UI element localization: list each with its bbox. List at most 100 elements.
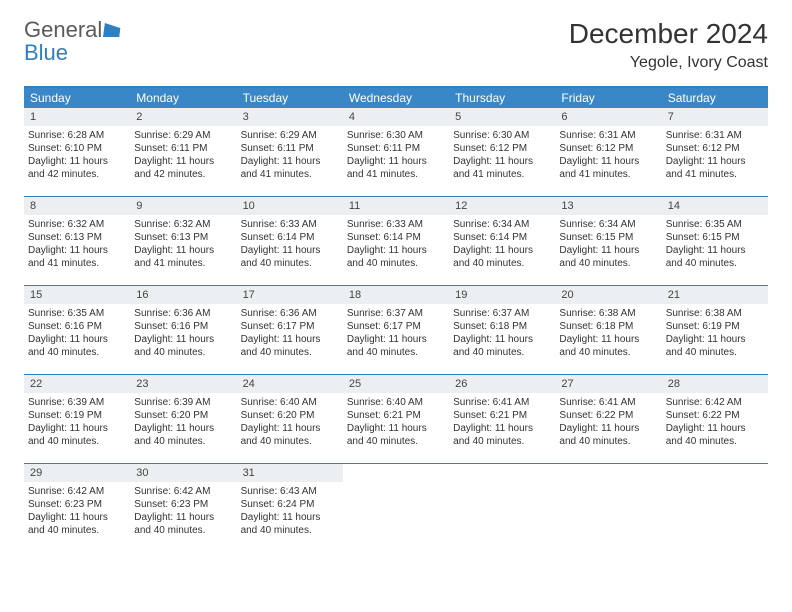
sunset-line: Sunset: 6:11 PM — [347, 142, 445, 155]
sunrise-line: Sunrise: 6:34 AM — [559, 218, 657, 231]
weekday-header: Saturday — [662, 88, 768, 108]
daylight-line: Daylight: 11 hours and 40 minutes. — [347, 422, 445, 448]
sunset-line: Sunset: 6:21 PM — [453, 409, 551, 422]
weekday-header-row: SundayMondayTuesdayWednesdayThursdayFrid… — [24, 88, 768, 108]
sunrise-line: Sunrise: 6:29 AM — [134, 129, 232, 142]
daylight-line: Daylight: 11 hours and 40 minutes. — [453, 333, 551, 359]
day-number: 31 — [237, 464, 343, 482]
sunset-line: Sunset: 6:22 PM — [559, 409, 657, 422]
calendar-cell: 20Sunrise: 6:38 AMSunset: 6:18 PMDayligh… — [555, 286, 661, 374]
calendar-week: 1Sunrise: 6:28 AMSunset: 6:10 PMDaylight… — [24, 108, 768, 197]
daylight-line: Daylight: 11 hours and 41 minutes. — [559, 155, 657, 181]
daylight-line: Daylight: 11 hours and 40 minutes. — [28, 333, 126, 359]
sunset-line: Sunset: 6:12 PM — [666, 142, 764, 155]
sunrise-line: Sunrise: 6:32 AM — [134, 218, 232, 231]
calendar: SundayMondayTuesdayWednesdayThursdayFrid… — [24, 86, 768, 552]
sunrise-line: Sunrise: 6:30 AM — [347, 129, 445, 142]
daylight-line: Daylight: 11 hours and 40 minutes. — [134, 333, 232, 359]
calendar-cell: 1Sunrise: 6:28 AMSunset: 6:10 PMDaylight… — [24, 108, 130, 196]
calendar-cell: 3Sunrise: 6:29 AMSunset: 6:11 PMDaylight… — [237, 108, 343, 196]
page-title: December 2024 — [569, 18, 768, 50]
sunrise-line: Sunrise: 6:31 AM — [666, 129, 764, 142]
sunset-line: Sunset: 6:19 PM — [666, 320, 764, 333]
day-number: 12 — [449, 197, 555, 215]
calendar-cell: 2 Sunrise: 6:29 AMSunset: 6:11 PMDaylight… — [130, 108, 236, 196]
weekday-header: Sunday — [24, 88, 130, 108]
day-number: 11 — [343, 197, 449, 215]
calendar-cell: 27Sunrise: 6:41 AMSunset: 6:22 PMDayligh… — [555, 375, 661, 463]
day-number: 18 — [343, 286, 449, 304]
day-number: 22 — [24, 375, 130, 393]
sunrise-line: Sunrise: 6:33 AM — [241, 218, 339, 231]
calendar-cell: 8Sunrise: 6:32 AMSunset: 6:13 PMDaylight… — [24, 197, 130, 285]
title-block: December 2024 Yegole, Ivory Coast — [569, 18, 768, 72]
sunrise-line: Sunrise: 6:39 AM — [28, 396, 126, 409]
sunset-line: Sunset: 6:13 PM — [134, 231, 232, 244]
sunset-line: Sunset: 6:24 PM — [241, 498, 339, 511]
sunset-line: Sunset: 6:23 PM — [134, 498, 232, 511]
sunrise-line: Sunrise: 6:30 AM — [453, 129, 551, 142]
sunset-line: Sunset: 6:17 PM — [347, 320, 445, 333]
day-number: 2 — [130, 108, 236, 126]
day-number: 25 — [343, 375, 449, 393]
sunrise-line: Sunrise: 6:40 AM — [241, 396, 339, 409]
sunset-line: Sunset: 6:21 PM — [347, 409, 445, 422]
logo-text-blue: Blue — [24, 41, 68, 64]
logo: General Blue — [24, 18, 120, 64]
day-number: 28 — [662, 375, 768, 393]
calendar-cell — [555, 464, 661, 552]
daylight-line: Daylight: 11 hours and 40 minutes. — [241, 244, 339, 270]
daylight-line: Daylight: 11 hours and 41 minutes. — [347, 155, 445, 181]
daylight-line: Daylight: 11 hours and 40 minutes. — [666, 333, 764, 359]
sunset-line: Sunset: 6:23 PM — [28, 498, 126, 511]
day-number: 19 — [449, 286, 555, 304]
sunset-line: Sunset: 6:11 PM — [134, 142, 232, 155]
calendar-cell: 29Sunrise: 6:42 AMSunset: 6:23 PMDayligh… — [24, 464, 130, 552]
sunrise-line: Sunrise: 6:28 AM — [28, 129, 126, 142]
day-number: 1 — [24, 108, 130, 126]
day-number: 30 — [130, 464, 236, 482]
calendar-cell: 4Sunrise: 6:30 AMSunset: 6:11 PMDaylight… — [343, 108, 449, 196]
daylight-line: Daylight: 11 hours and 40 minutes. — [28, 422, 126, 448]
daylight-line: Daylight: 11 hours and 40 minutes. — [241, 422, 339, 448]
daylight-line: Daylight: 11 hours and 40 minutes. — [241, 333, 339, 359]
daylight-line: Daylight: 11 hours and 40 minutes. — [666, 244, 764, 270]
calendar-cell — [662, 464, 768, 552]
calendar-cell: 13Sunrise: 6:34 AMSunset: 6:15 PMDayligh… — [555, 197, 661, 285]
calendar-week: 22Sunrise: 6:39 AMSunset: 6:19 PMDayligh… — [24, 375, 768, 464]
logo-text-general: General — [24, 18, 102, 41]
day-number: 23 — [130, 375, 236, 393]
sunset-line: Sunset: 6:20 PM — [134, 409, 232, 422]
sunrise-line: Sunrise: 6:37 AM — [347, 307, 445, 320]
day-number: 27 — [555, 375, 661, 393]
day-number: 26 — [449, 375, 555, 393]
calendar-cell: 23Sunrise: 6:39 AMSunset: 6:20 PMDayligh… — [130, 375, 236, 463]
daylight-line: Daylight: 11 hours and 42 minutes. — [134, 155, 232, 181]
calendar-cell: 15Sunrise: 6:35 AMSunset: 6:16 PMDayligh… — [24, 286, 130, 374]
day-number: 10 — [237, 197, 343, 215]
daylight-line: Daylight: 11 hours and 41 minutes. — [241, 155, 339, 181]
calendar-cell: 9Sunrise: 6:32 AMSunset: 6:13 PMDaylight… — [130, 197, 236, 285]
daylight-line: Daylight: 11 hours and 41 minutes. — [666, 155, 764, 181]
daylight-line: Daylight: 11 hours and 42 minutes. — [28, 155, 126, 181]
calendar-cell: 31Sunrise: 6:43 AMSunset: 6:24 PMDayligh… — [237, 464, 343, 552]
daylight-line: Daylight: 11 hours and 40 minutes. — [559, 244, 657, 270]
calendar-cell: 7Sunrise: 6:31 AMSunset: 6:12 PMDaylight… — [662, 108, 768, 196]
calendar-cell: 19Sunrise: 6:37 AMSunset: 6:18 PMDayligh… — [449, 286, 555, 374]
calendar-cell: 6Sunrise: 6:31 AMSunset: 6:12 PMDaylight… — [555, 108, 661, 196]
daylight-line: Daylight: 11 hours and 40 minutes. — [559, 333, 657, 359]
daylight-line: Daylight: 11 hours and 40 minutes. — [28, 511, 126, 537]
sunset-line: Sunset: 6:20 PM — [241, 409, 339, 422]
sunset-line: Sunset: 6:14 PM — [453, 231, 551, 244]
sunset-line: Sunset: 6:12 PM — [453, 142, 551, 155]
day-number: 6 — [555, 108, 661, 126]
calendar-cell: 5Sunrise: 6:30 AMSunset: 6:12 PMDaylight… — [449, 108, 555, 196]
sunrise-line: Sunrise: 6:29 AM — [241, 129, 339, 142]
sunset-line: Sunset: 6:14 PM — [241, 231, 339, 244]
sunrise-line: Sunrise: 6:41 AM — [453, 396, 551, 409]
header: General Blue December 2024 Yegole, Ivory… — [0, 0, 792, 80]
sunrise-line: Sunrise: 6:38 AM — [559, 307, 657, 320]
calendar-week: 15Sunrise: 6:35 AMSunset: 6:16 PMDayligh… — [24, 286, 768, 375]
day-number: 21 — [662, 286, 768, 304]
daylight-line: Daylight: 11 hours and 40 minutes. — [134, 511, 232, 537]
